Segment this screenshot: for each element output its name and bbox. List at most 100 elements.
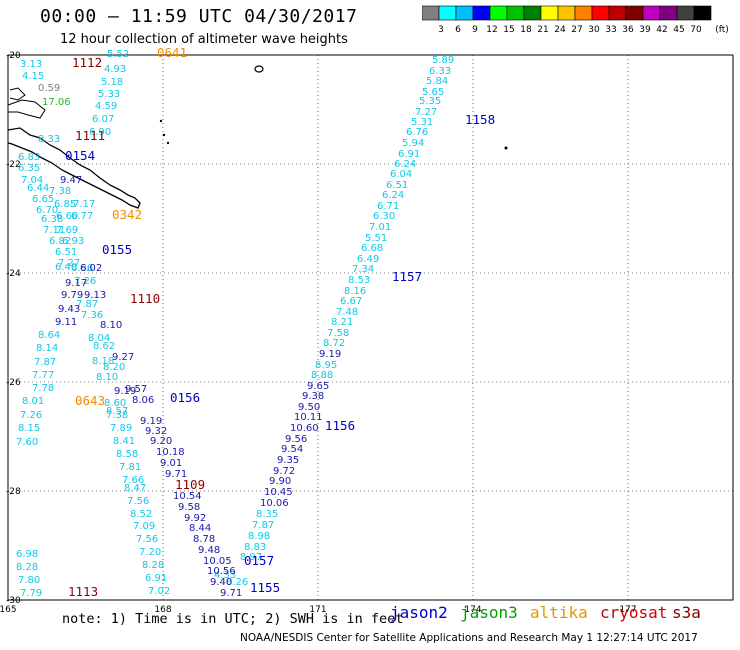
- wave-height-value: 8.47: [124, 483, 146, 494]
- colorbar-tick-label: 39: [639, 25, 651, 34]
- wave-height-value: 8.26: [226, 577, 248, 588]
- wave-height-value: 10.18: [156, 447, 185, 458]
- wave-height-value: 6.40: [55, 262, 77, 273]
- wave-height-value: 6.67: [340, 296, 362, 307]
- wave-height-value: 8.72: [323, 338, 345, 349]
- wave-height-value: 6.24: [382, 190, 404, 201]
- colorbar-unit: (ft): [715, 25, 729, 34]
- wave-height-value: 7.27: [58, 258, 80, 269]
- wave-height-value: 9.40: [210, 577, 232, 588]
- wave-height-value: 6.24: [394, 159, 416, 170]
- wave-height-value: 8.01: [22, 396, 44, 407]
- mission-legend-jason2: jason2: [390, 603, 448, 622]
- wave-height-value: 9.72: [273, 466, 295, 477]
- colorbar-tick-label: 30: [588, 25, 600, 34]
- longitude-label: 177: [619, 605, 636, 615]
- wave-height-value: 6.35: [18, 163, 40, 174]
- island-outline: [166, 141, 170, 145]
- wave-height-value: 10.54: [173, 491, 202, 502]
- wave-height-value: 6.91: [145, 573, 167, 584]
- wave-height-value: 9.71: [165, 469, 187, 480]
- wave-height-value: 10.11: [294, 412, 323, 423]
- coastline: [7, 65, 508, 209]
- pass-time-label: 1113: [68, 584, 98, 599]
- colorbar-tick-label: 18: [520, 25, 532, 34]
- wave-height-value: 8.06: [132, 395, 154, 406]
- wave-height-value: 9.13: [84, 290, 106, 301]
- wave-height-value: 5.33: [98, 89, 120, 100]
- wave-height-value: 7.17: [73, 199, 95, 210]
- wave-height-value: 9.20: [150, 436, 172, 447]
- wave-height-value: 9.32: [145, 426, 167, 437]
- wave-height-value: 7.80: [18, 575, 40, 586]
- wave-height-value: 9.19: [114, 386, 136, 397]
- wave-height-value: 5.52: [107, 49, 129, 60]
- wave-height-value: 6.33: [429, 66, 451, 77]
- wave-height-value: 7.79: [20, 588, 42, 599]
- wave-height-value: 9.11: [55, 317, 77, 328]
- wave-height-value: 8.97: [240, 552, 262, 563]
- wave-height-value: 0.59: [38, 83, 60, 94]
- colorbar-tick-label: 36: [622, 25, 634, 34]
- wave-height-value: 9.57: [125, 384, 147, 395]
- wave-height-value: 8.15: [18, 423, 40, 434]
- wave-height-value: 8.62: [93, 341, 115, 352]
- wave-height-value: 9.38: [302, 391, 324, 402]
- wave-height-value: 6.07: [92, 114, 114, 125]
- latitude-label: -24: [6, 269, 21, 279]
- wave-height-value: 6.44: [27, 183, 49, 194]
- wave-height-value: 17.06: [42, 97, 71, 108]
- wave-height-value: 7.87: [34, 357, 56, 368]
- colorbar-tick-label: 42: [656, 25, 667, 34]
- wave-height-value: 5.65: [422, 87, 444, 98]
- wave-height-value: 7.87: [76, 299, 98, 310]
- wave-height-value: 8.98: [248, 531, 270, 542]
- wave-height-value: 7.87: [252, 520, 274, 531]
- wave-height-value: 8.10: [100, 320, 122, 331]
- wave-height-value: 6.30: [373, 211, 395, 222]
- colorbar-tick-label: 12: [486, 25, 497, 34]
- pass-time-label: 0155: [102, 242, 132, 257]
- wave-height-value: 8.20: [103, 362, 125, 373]
- wave-height-value: 4.93: [104, 64, 126, 75]
- wave-height-value: 7.69: [56, 225, 78, 236]
- wave-height-value: 6.93: [62, 236, 84, 247]
- wave-height-value: 7.78: [32, 383, 54, 394]
- wave-height-value: 8.58: [116, 449, 138, 460]
- wave-height-value: 8.35: [256, 509, 278, 520]
- wave-height-value: 6.76: [406, 127, 428, 138]
- wave-height-value: 10.56: [207, 566, 236, 577]
- wave-height-value: 8.44: [189, 523, 211, 534]
- wave-height-value: 6.68: [361, 243, 383, 254]
- colorbar-tick-label: 6: [455, 25, 461, 34]
- wave-height-value: 9.79: [61, 290, 83, 301]
- wave-height-value: 8.14: [36, 343, 58, 354]
- wave-height-value: 10.06: [260, 498, 289, 509]
- wave-height-value: 7.20: [139, 547, 161, 558]
- island-outline: [159, 119, 163, 123]
- latitude-label: -26: [6, 378, 21, 388]
- wave-height-value: 6.82: [49, 236, 71, 247]
- wave-height-value: 8.52: [130, 509, 152, 520]
- wave-height-value: 7.09: [133, 521, 155, 532]
- wave-height-value: 7.26: [74, 276, 96, 287]
- wave-height-value: 8.57: [106, 406, 128, 417]
- colorbar-tick-label: 70: [690, 25, 702, 34]
- wave-height-value: 9.50: [298, 402, 320, 413]
- wave-height-value: 9.01: [160, 458, 182, 469]
- pass-time-label: 1157: [392, 269, 422, 284]
- wave-height-value: 9.71: [220, 588, 242, 599]
- latitude-label: -22: [6, 160, 21, 170]
- wave-height-value: 7.26: [20, 410, 42, 421]
- wave-height-value: 9.17: [65, 278, 87, 289]
- wave-height-value: 7.34: [352, 264, 374, 275]
- new-caledonia-coastline: [7, 127, 141, 209]
- wave-height-value: 8.21: [331, 317, 353, 328]
- wave-height-value: 7.04: [21, 175, 43, 186]
- wave-height-value: 7.11: [43, 225, 65, 236]
- wave-height-value: 4.15: [22, 71, 44, 82]
- pass-time-label: 1111: [75, 128, 105, 143]
- wave-height-value: 4.59: [95, 101, 117, 112]
